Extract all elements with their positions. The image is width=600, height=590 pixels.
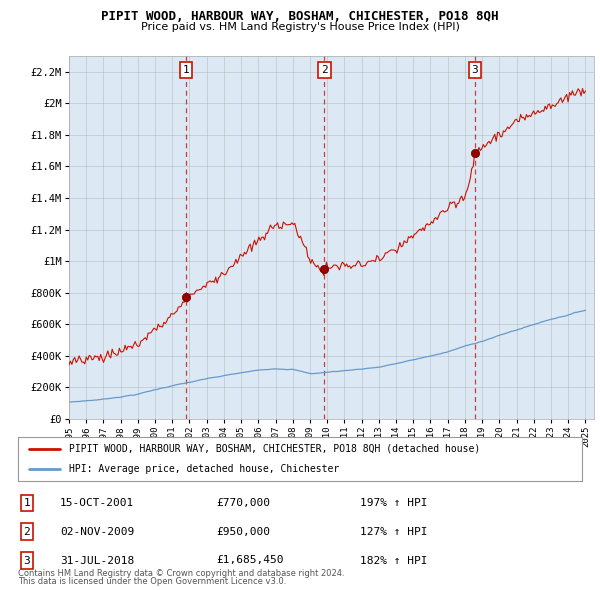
Text: 182% ↑ HPI: 182% ↑ HPI bbox=[360, 556, 427, 565]
Text: PIPIT WOOD, HARBOUR WAY, BOSHAM, CHICHESTER, PO18 8QH: PIPIT WOOD, HARBOUR WAY, BOSHAM, CHICHES… bbox=[101, 10, 499, 23]
Text: 1: 1 bbox=[182, 65, 189, 76]
Text: £1,685,450: £1,685,450 bbox=[216, 556, 284, 565]
Text: HPI: Average price, detached house, Chichester: HPI: Average price, detached house, Chic… bbox=[69, 464, 339, 474]
Text: Price paid vs. HM Land Registry's House Price Index (HPI): Price paid vs. HM Land Registry's House … bbox=[140, 22, 460, 32]
Text: 2: 2 bbox=[321, 65, 328, 76]
Text: 127% ↑ HPI: 127% ↑ HPI bbox=[360, 527, 427, 536]
Text: £770,000: £770,000 bbox=[216, 498, 270, 507]
Text: PIPIT WOOD, HARBOUR WAY, BOSHAM, CHICHESTER, PO18 8QH (detached house): PIPIT WOOD, HARBOUR WAY, BOSHAM, CHICHES… bbox=[69, 444, 480, 454]
Text: 31-JUL-2018: 31-JUL-2018 bbox=[60, 556, 134, 565]
Text: 1: 1 bbox=[23, 498, 31, 507]
Text: 02-NOV-2009: 02-NOV-2009 bbox=[60, 527, 134, 536]
Text: £950,000: £950,000 bbox=[216, 527, 270, 536]
Text: 197% ↑ HPI: 197% ↑ HPI bbox=[360, 498, 427, 507]
Text: 3: 3 bbox=[23, 556, 31, 565]
Text: 2: 2 bbox=[23, 527, 31, 536]
Text: Contains HM Land Registry data © Crown copyright and database right 2024.: Contains HM Land Registry data © Crown c… bbox=[18, 569, 344, 578]
Text: 3: 3 bbox=[472, 65, 478, 76]
Text: This data is licensed under the Open Government Licence v3.0.: This data is licensed under the Open Gov… bbox=[18, 578, 286, 586]
Text: 15-OCT-2001: 15-OCT-2001 bbox=[60, 498, 134, 507]
